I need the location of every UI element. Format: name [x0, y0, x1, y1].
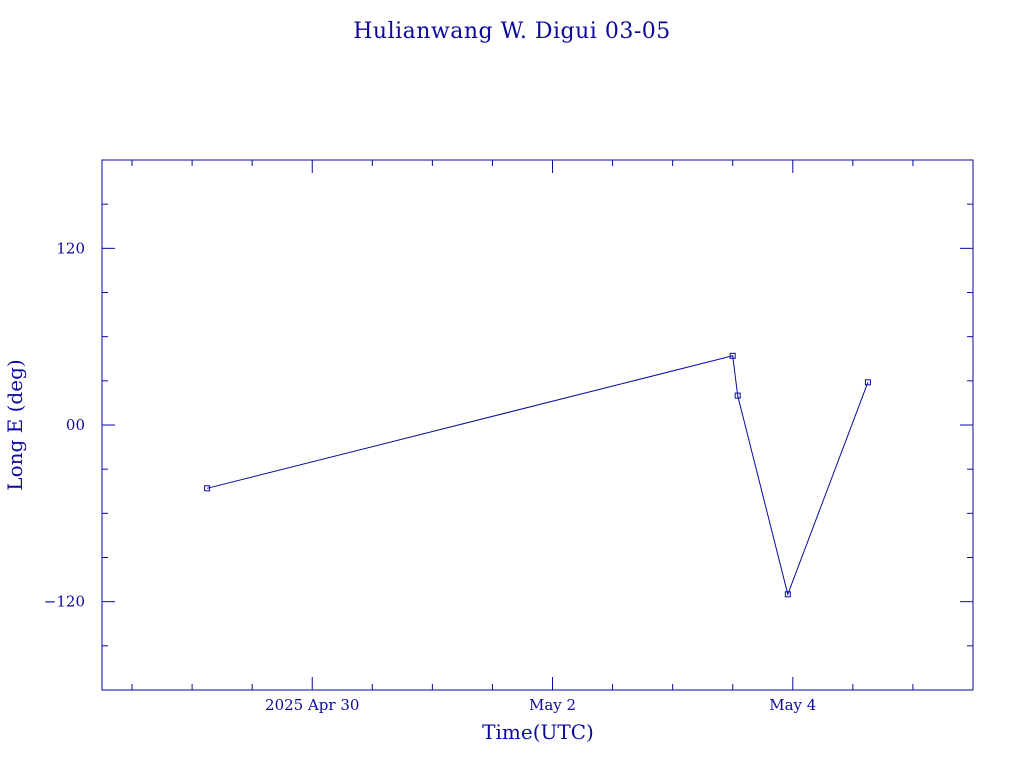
series-line	[206, 355, 869, 596]
y-tick-label: 00	[66, 416, 85, 434]
axis-tick-labels: 2025 Apr 30 May 2 May 4 120 00 −120	[44, 239, 817, 714]
y-axis-label: Long E (deg)	[3, 359, 27, 490]
plot-area-frame	[101, 159, 974, 691]
data-point	[784, 591, 791, 598]
data-point	[734, 392, 741, 399]
data-point	[729, 352, 736, 359]
data-point	[864, 379, 871, 386]
y-tick-label: 120	[56, 239, 85, 257]
chart-title: Hulianwang W. Digui 03-05	[353, 19, 671, 44]
x-axis-label: Time(UTC)	[482, 720, 594, 744]
x-tick-label: 2025 Apr 30	[265, 696, 359, 714]
data-point	[204, 485, 211, 492]
x-tick-label: May 4	[769, 696, 816, 714]
axis-ticks	[102, 160, 973, 690]
y-tick-label: −120	[44, 593, 85, 611]
data-series	[204, 352, 871, 598]
x-tick-label: May 2	[529, 696, 576, 714]
